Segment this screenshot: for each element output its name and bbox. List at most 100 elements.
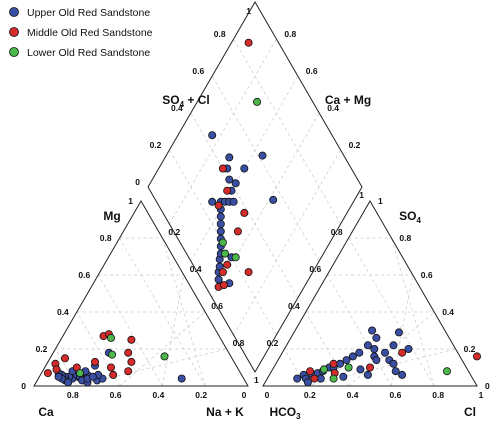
cation-point bbox=[177, 374, 186, 383]
axis-label-cl: Cl bbox=[464, 405, 476, 419]
cation-point bbox=[127, 335, 136, 344]
axis-label-hco3: HCO3 bbox=[269, 405, 301, 421]
diamond-point bbox=[229, 197, 238, 206]
anion-point bbox=[356, 365, 365, 374]
axis-label-na-k: Na + K bbox=[206, 405, 244, 419]
cation-bottom-tick: 0.6 bbox=[110, 390, 122, 400]
cation-right-tick: 0.2 bbox=[168, 227, 180, 237]
cation-bottom-tick: 0.4 bbox=[152, 390, 164, 400]
grid-line bbox=[119, 311, 206, 387]
diamond-point bbox=[208, 131, 217, 140]
cation-left-tick: 0.2 bbox=[36, 344, 48, 354]
anion-point bbox=[372, 356, 381, 365]
cation-point bbox=[124, 367, 133, 376]
diamond-top-tick: 1 bbox=[246, 6, 251, 16]
anion-point bbox=[389, 359, 398, 368]
anion-point bbox=[306, 367, 315, 376]
grid-line bbox=[119, 237, 206, 387]
anion-point bbox=[363, 370, 372, 379]
anion-left-tick: 0.6 bbox=[309, 264, 321, 274]
legend-marker bbox=[9, 27, 19, 37]
grid-line bbox=[190, 112, 299, 299]
anion-point bbox=[398, 348, 407, 357]
anion-point bbox=[355, 348, 364, 357]
cation-bottom-tick: 0.2 bbox=[195, 390, 207, 400]
diamond-point bbox=[225, 175, 234, 184]
cation-point bbox=[61, 354, 70, 363]
anion-point bbox=[394, 328, 403, 337]
anion-point bbox=[329, 359, 338, 368]
cation-point bbox=[109, 370, 118, 379]
legend-label: Middle Old Red Sandstone bbox=[27, 27, 153, 39]
anion-point bbox=[339, 372, 348, 381]
cation-left-tick: 0.4 bbox=[57, 307, 69, 317]
anion-right-tick: 0 bbox=[485, 381, 490, 391]
anion-point bbox=[319, 365, 328, 374]
anion-point bbox=[442, 367, 451, 376]
diamond-point bbox=[253, 97, 262, 106]
grid-line bbox=[348, 237, 435, 387]
diamond-point bbox=[240, 208, 249, 217]
diamond-point bbox=[258, 151, 267, 160]
cation-point bbox=[91, 357, 100, 366]
diamond-left-tick: 0.8 bbox=[214, 29, 226, 39]
anion-left-tick: 0.2 bbox=[267, 338, 279, 348]
anion-point bbox=[365, 363, 374, 372]
diamond-point bbox=[269, 195, 278, 204]
anion-left-tick: 0.8 bbox=[331, 227, 343, 237]
cation-bottom-tick: 0 bbox=[242, 390, 247, 400]
grid-line bbox=[391, 237, 435, 387]
cation-point bbox=[43, 369, 52, 378]
anion-bottom-tick: 0 bbox=[265, 390, 270, 400]
anion-point bbox=[293, 374, 302, 383]
diamond-point bbox=[214, 275, 223, 284]
anion-point bbox=[342, 356, 351, 365]
anion-right-tick: 0.6 bbox=[421, 270, 433, 280]
cation-point bbox=[64, 378, 73, 387]
cation-point bbox=[107, 333, 116, 342]
diamond-point bbox=[244, 268, 253, 277]
diamond-left-tick: 1 bbox=[242, 0, 247, 2]
cation-left-tick: 1 bbox=[128, 196, 133, 206]
legend-label: Upper Old Red Sandstone bbox=[27, 7, 150, 19]
cation-right-tick: 1 bbox=[254, 375, 259, 385]
anion-point bbox=[372, 333, 381, 342]
diamond-right-tick: 0.4 bbox=[327, 103, 339, 113]
diamond-point bbox=[219, 281, 228, 290]
axis-label-so4-cl: SO4 + Cl bbox=[162, 93, 209, 109]
diamond-point bbox=[220, 249, 229, 258]
cation-bottom-tick: 0.8 bbox=[67, 390, 79, 400]
cation-left-tick: 0.6 bbox=[78, 270, 90, 280]
anion-point bbox=[329, 374, 338, 383]
grid-line bbox=[169, 38, 277, 225]
diamond-right-tick: 1 bbox=[263, 0, 268, 2]
anion-bottom-tick: 0.6 bbox=[389, 390, 401, 400]
cation-right-tick: 0.8 bbox=[233, 338, 245, 348]
anion-point bbox=[389, 341, 398, 350]
anion-bottom-tick: 0.2 bbox=[304, 390, 316, 400]
diamond-point bbox=[231, 179, 240, 188]
diamond-left-tick: 0.4 bbox=[171, 103, 183, 113]
anion-point bbox=[370, 344, 379, 353]
diamond-point bbox=[223, 260, 232, 269]
legend-marker bbox=[9, 47, 19, 57]
anion-right-tick: 0.4 bbox=[442, 307, 454, 317]
cation-triangle-frame bbox=[33, 200, 249, 387]
cation-point bbox=[76, 369, 85, 378]
anion-point bbox=[348, 352, 357, 361]
data-points bbox=[43, 38, 481, 387]
legend-label: Lower Old Red Sandstone bbox=[27, 47, 150, 59]
diamond-point bbox=[216, 227, 225, 236]
grid-line bbox=[233, 38, 341, 225]
anion-triangle-frame bbox=[262, 200, 478, 387]
grid-line bbox=[162, 274, 185, 387]
anion-right-tick: 0.8 bbox=[399, 233, 411, 243]
anion-left-tick: 0.4 bbox=[288, 301, 300, 311]
cation-point bbox=[108, 350, 117, 359]
diamond-point bbox=[218, 268, 227, 277]
anion-right-tick: 1 bbox=[378, 196, 383, 206]
diamond-point bbox=[225, 153, 234, 162]
diamond-left-tick: 0.6 bbox=[192, 66, 204, 76]
anion-point bbox=[310, 374, 319, 383]
diamond-right-tick: 0.8 bbox=[284, 29, 296, 39]
